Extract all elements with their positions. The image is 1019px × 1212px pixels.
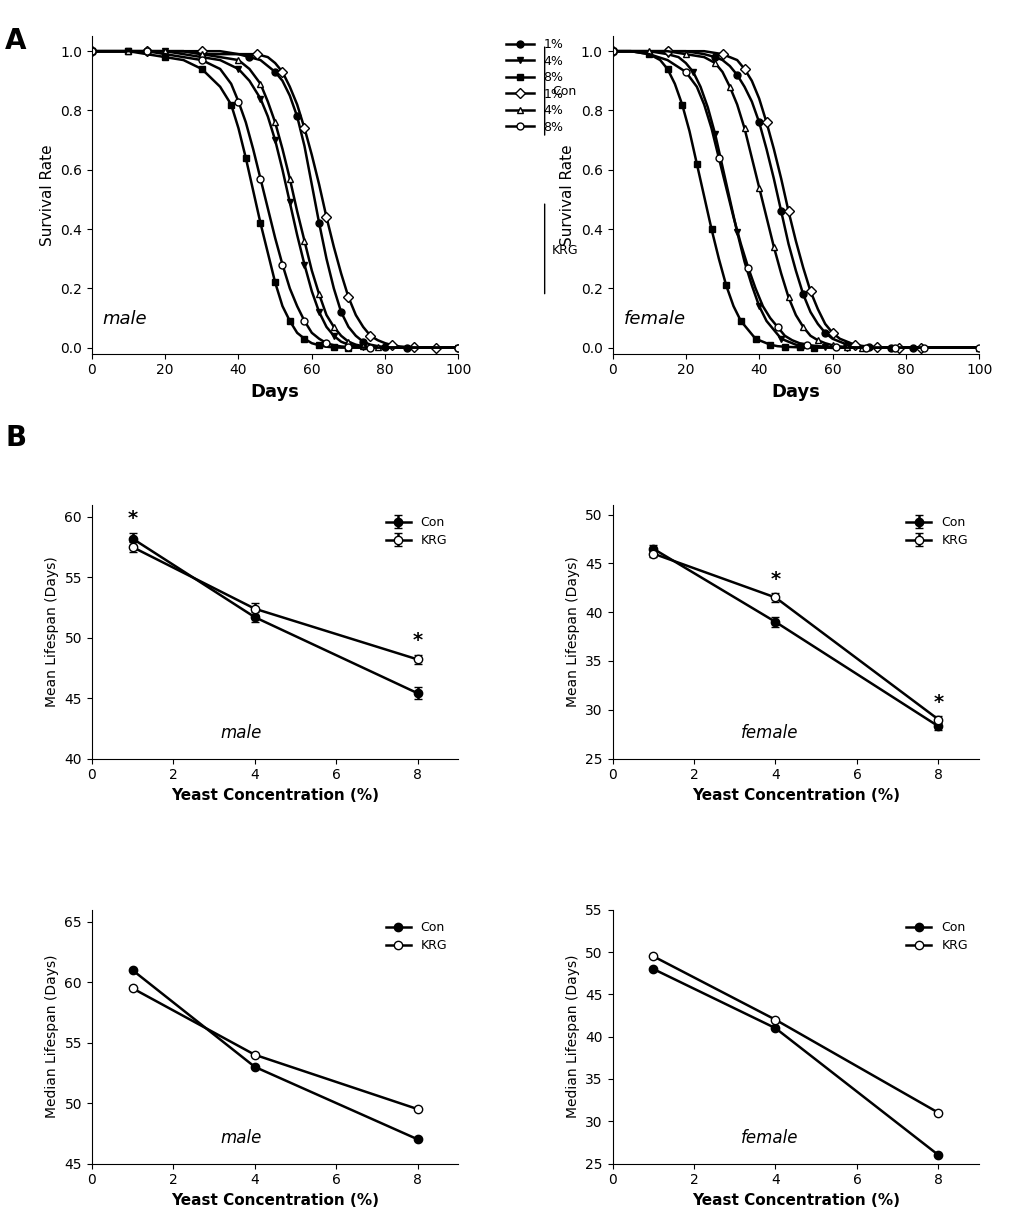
Text: male: male [103, 310, 148, 328]
KRG [249, 1047, 261, 1062]
Legend: Con, KRG: Con, KRG [901, 916, 972, 957]
Text: female: female [740, 725, 798, 742]
Text: B: B [5, 424, 26, 452]
Text: male: male [220, 1130, 261, 1148]
Line: Con: Con [648, 965, 942, 1159]
KRG [126, 981, 139, 995]
Text: *: * [413, 630, 423, 650]
Y-axis label: Median Lifespan (Days): Median Lifespan (Days) [45, 955, 59, 1119]
Legend: Con, KRG: Con, KRG [901, 511, 972, 551]
X-axis label: Yeast Concentration (%): Yeast Concentration (%) [691, 788, 899, 802]
Y-axis label: Mean Lifespan (Days): Mean Lifespan (Days) [566, 556, 579, 707]
Con [126, 962, 139, 977]
Legend: Con, KRG: Con, KRG [380, 916, 451, 957]
X-axis label: Days: Days [251, 383, 300, 401]
Text: female: female [623, 310, 685, 328]
KRG [931, 1105, 944, 1120]
Text: *: * [932, 693, 943, 711]
Text: A: A [5, 27, 26, 55]
Text: *: * [769, 570, 780, 589]
Con [768, 1021, 781, 1035]
Y-axis label: Mean Lifespan (Days): Mean Lifespan (Days) [45, 556, 59, 707]
Y-axis label: Median Lifespan (Days): Median Lifespan (Days) [566, 955, 579, 1119]
X-axis label: Yeast Concentration (%): Yeast Concentration (%) [171, 788, 379, 802]
Text: male: male [220, 725, 261, 742]
Line: KRG: KRG [128, 984, 422, 1114]
Text: *: * [127, 509, 138, 527]
Con [931, 1148, 944, 1162]
Legend: Con, KRG: Con, KRG [380, 511, 451, 551]
X-axis label: Yeast Concentration (%): Yeast Concentration (%) [171, 1193, 379, 1208]
Con [646, 961, 658, 976]
KRG [646, 949, 658, 964]
KRG [412, 1102, 424, 1116]
Text: female: female [740, 1130, 798, 1148]
Y-axis label: Survival Rate: Survival Rate [40, 144, 54, 246]
Legend: 1%, 4%, 8%, 1%, 4%, 8%: 1%, 4%, 8%, 1%, 4%, 8% [500, 33, 568, 138]
Text: Con: Con [551, 85, 576, 98]
Con [412, 1132, 424, 1147]
Line: KRG: KRG [648, 953, 942, 1117]
Line: Con: Con [128, 966, 422, 1143]
Text: KRG: KRG [551, 244, 578, 257]
Con [249, 1059, 261, 1074]
X-axis label: Days: Days [770, 383, 819, 401]
KRG [768, 1012, 781, 1027]
Y-axis label: Survival Rate: Survival Rate [559, 144, 575, 246]
X-axis label: Yeast Concentration (%): Yeast Concentration (%) [691, 1193, 899, 1208]
